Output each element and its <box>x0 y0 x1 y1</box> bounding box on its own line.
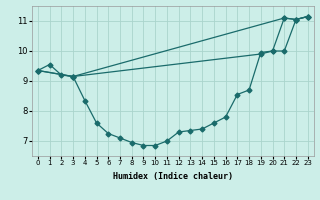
X-axis label: Humidex (Indice chaleur): Humidex (Indice chaleur) <box>113 172 233 181</box>
